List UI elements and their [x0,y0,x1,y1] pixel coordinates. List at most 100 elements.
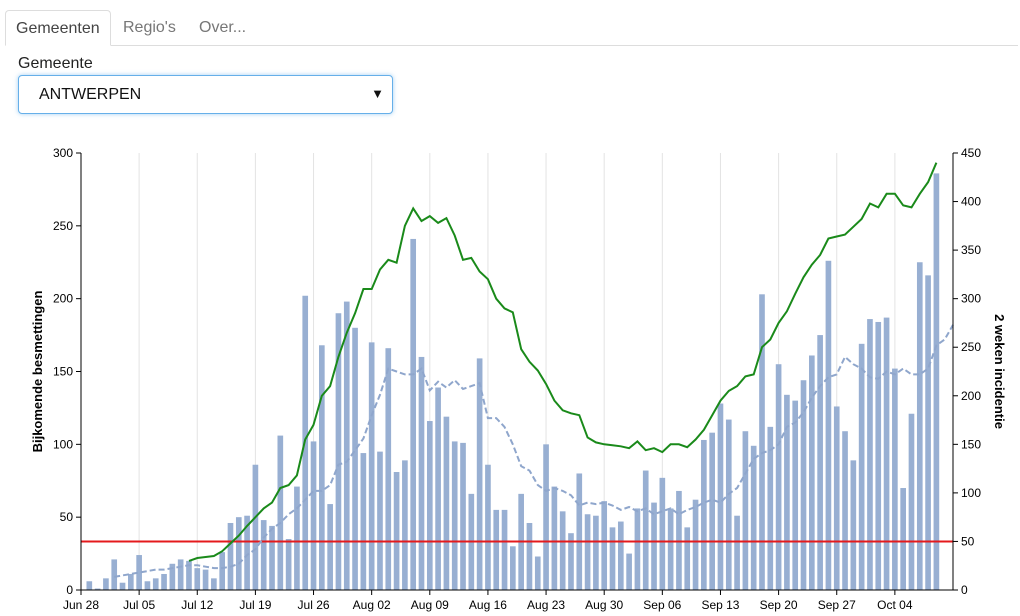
y-tick-label: 50 [60,510,74,524]
bar [875,321,882,590]
bar [792,400,799,590]
x-tick-label: Aug 30 [585,598,623,612]
bar [493,509,500,590]
bar [609,527,616,590]
x-tick-label: Jun 28 [63,598,99,612]
y2-tick-label: 250 [961,340,981,354]
y-axis-title-right: 2 weken incidentie [992,314,1007,429]
bar [435,387,441,590]
bar [111,559,118,590]
y-tick-label: 100 [53,437,73,451]
y2-tick-label: 450 [961,146,981,160]
bar [343,301,350,590]
bar [169,563,176,590]
bar [701,439,707,590]
bar [617,521,624,590]
bar [94,588,101,590]
bar [260,520,267,590]
bar [784,394,790,590]
average-line [114,324,954,578]
x-tick-label: Sep 06 [643,598,681,612]
bar [534,556,541,590]
bar [842,431,848,590]
x-tick-label: Oct 04 [877,598,913,612]
bar [883,317,890,590]
bar [833,406,840,590]
gemeente-select[interactable]: ANTWERPEN ▼ [18,75,393,114]
tab-bar: Gemeenten Regio's Over... [5,10,1018,46]
bar [103,578,109,590]
bar [900,488,906,590]
x-tick-label: Jul 12 [181,598,213,612]
y-tick-label: 250 [53,219,73,233]
bar [119,582,126,590]
bar [867,319,873,590]
x-tick-label: Sep 13 [701,598,739,612]
incidence-line [188,162,938,562]
bar [368,342,375,590]
bar [128,573,134,590]
x-tick-labels: Jun 28 Jul 05 Jul 12 Jul 19 Jul 26 Aug 02 Aug … [63,590,913,612]
bar [202,569,209,590]
tab-regios[interactable]: Regio's [123,19,176,36]
bar [327,504,333,590]
bar [377,451,383,590]
bar [709,432,715,590]
bar [642,470,649,590]
bar [410,238,417,590]
bar [593,515,599,590]
bar [310,441,317,590]
bar-series [86,173,940,590]
bar [892,368,898,590]
bar [252,464,259,590]
bar [476,358,483,590]
bar [725,419,732,590]
bar [684,527,691,590]
bar [750,445,757,590]
bar [925,275,931,590]
x-tick-label: Jul 26 [298,598,330,612]
bar [360,453,367,590]
x-tick-label: Jul 05 [123,598,155,612]
bar [634,508,641,590]
bar [319,345,325,590]
bar [443,416,450,590]
bar [916,262,923,590]
bar [850,460,857,590]
y-axis-title-left: Bijkomende besmettingen [30,291,45,453]
bar [219,552,226,590]
bar [144,581,151,590]
bar [626,553,632,590]
y-tick-label: 150 [53,365,73,379]
y-tick-label: 200 [53,292,73,306]
bar [734,515,740,590]
bar [775,364,782,590]
caret-down-icon: ▼ [371,86,384,101]
bar [186,560,192,590]
tab-over[interactable]: Over... [199,19,247,36]
x-tick-label: Jul 19 [239,598,271,612]
bar [825,260,832,590]
bar [510,546,516,590]
bar [352,327,358,590]
x-tick-label: Aug 02 [353,598,391,612]
bar [227,522,234,590]
bar [385,348,392,590]
bar [86,581,93,590]
bar [800,380,807,590]
bar [551,486,558,590]
bar [402,460,408,590]
bar [559,511,566,590]
bar [418,356,425,590]
y2-tick-label: 200 [961,389,981,403]
bar [485,464,491,590]
bar [285,539,292,590]
bar [584,514,591,590]
bar [692,499,699,590]
bar [335,313,342,590]
bar [161,573,167,590]
tab-gemeenten[interactable]: Gemeenten [5,10,111,46]
bar [933,173,940,590]
bar [817,335,823,590]
